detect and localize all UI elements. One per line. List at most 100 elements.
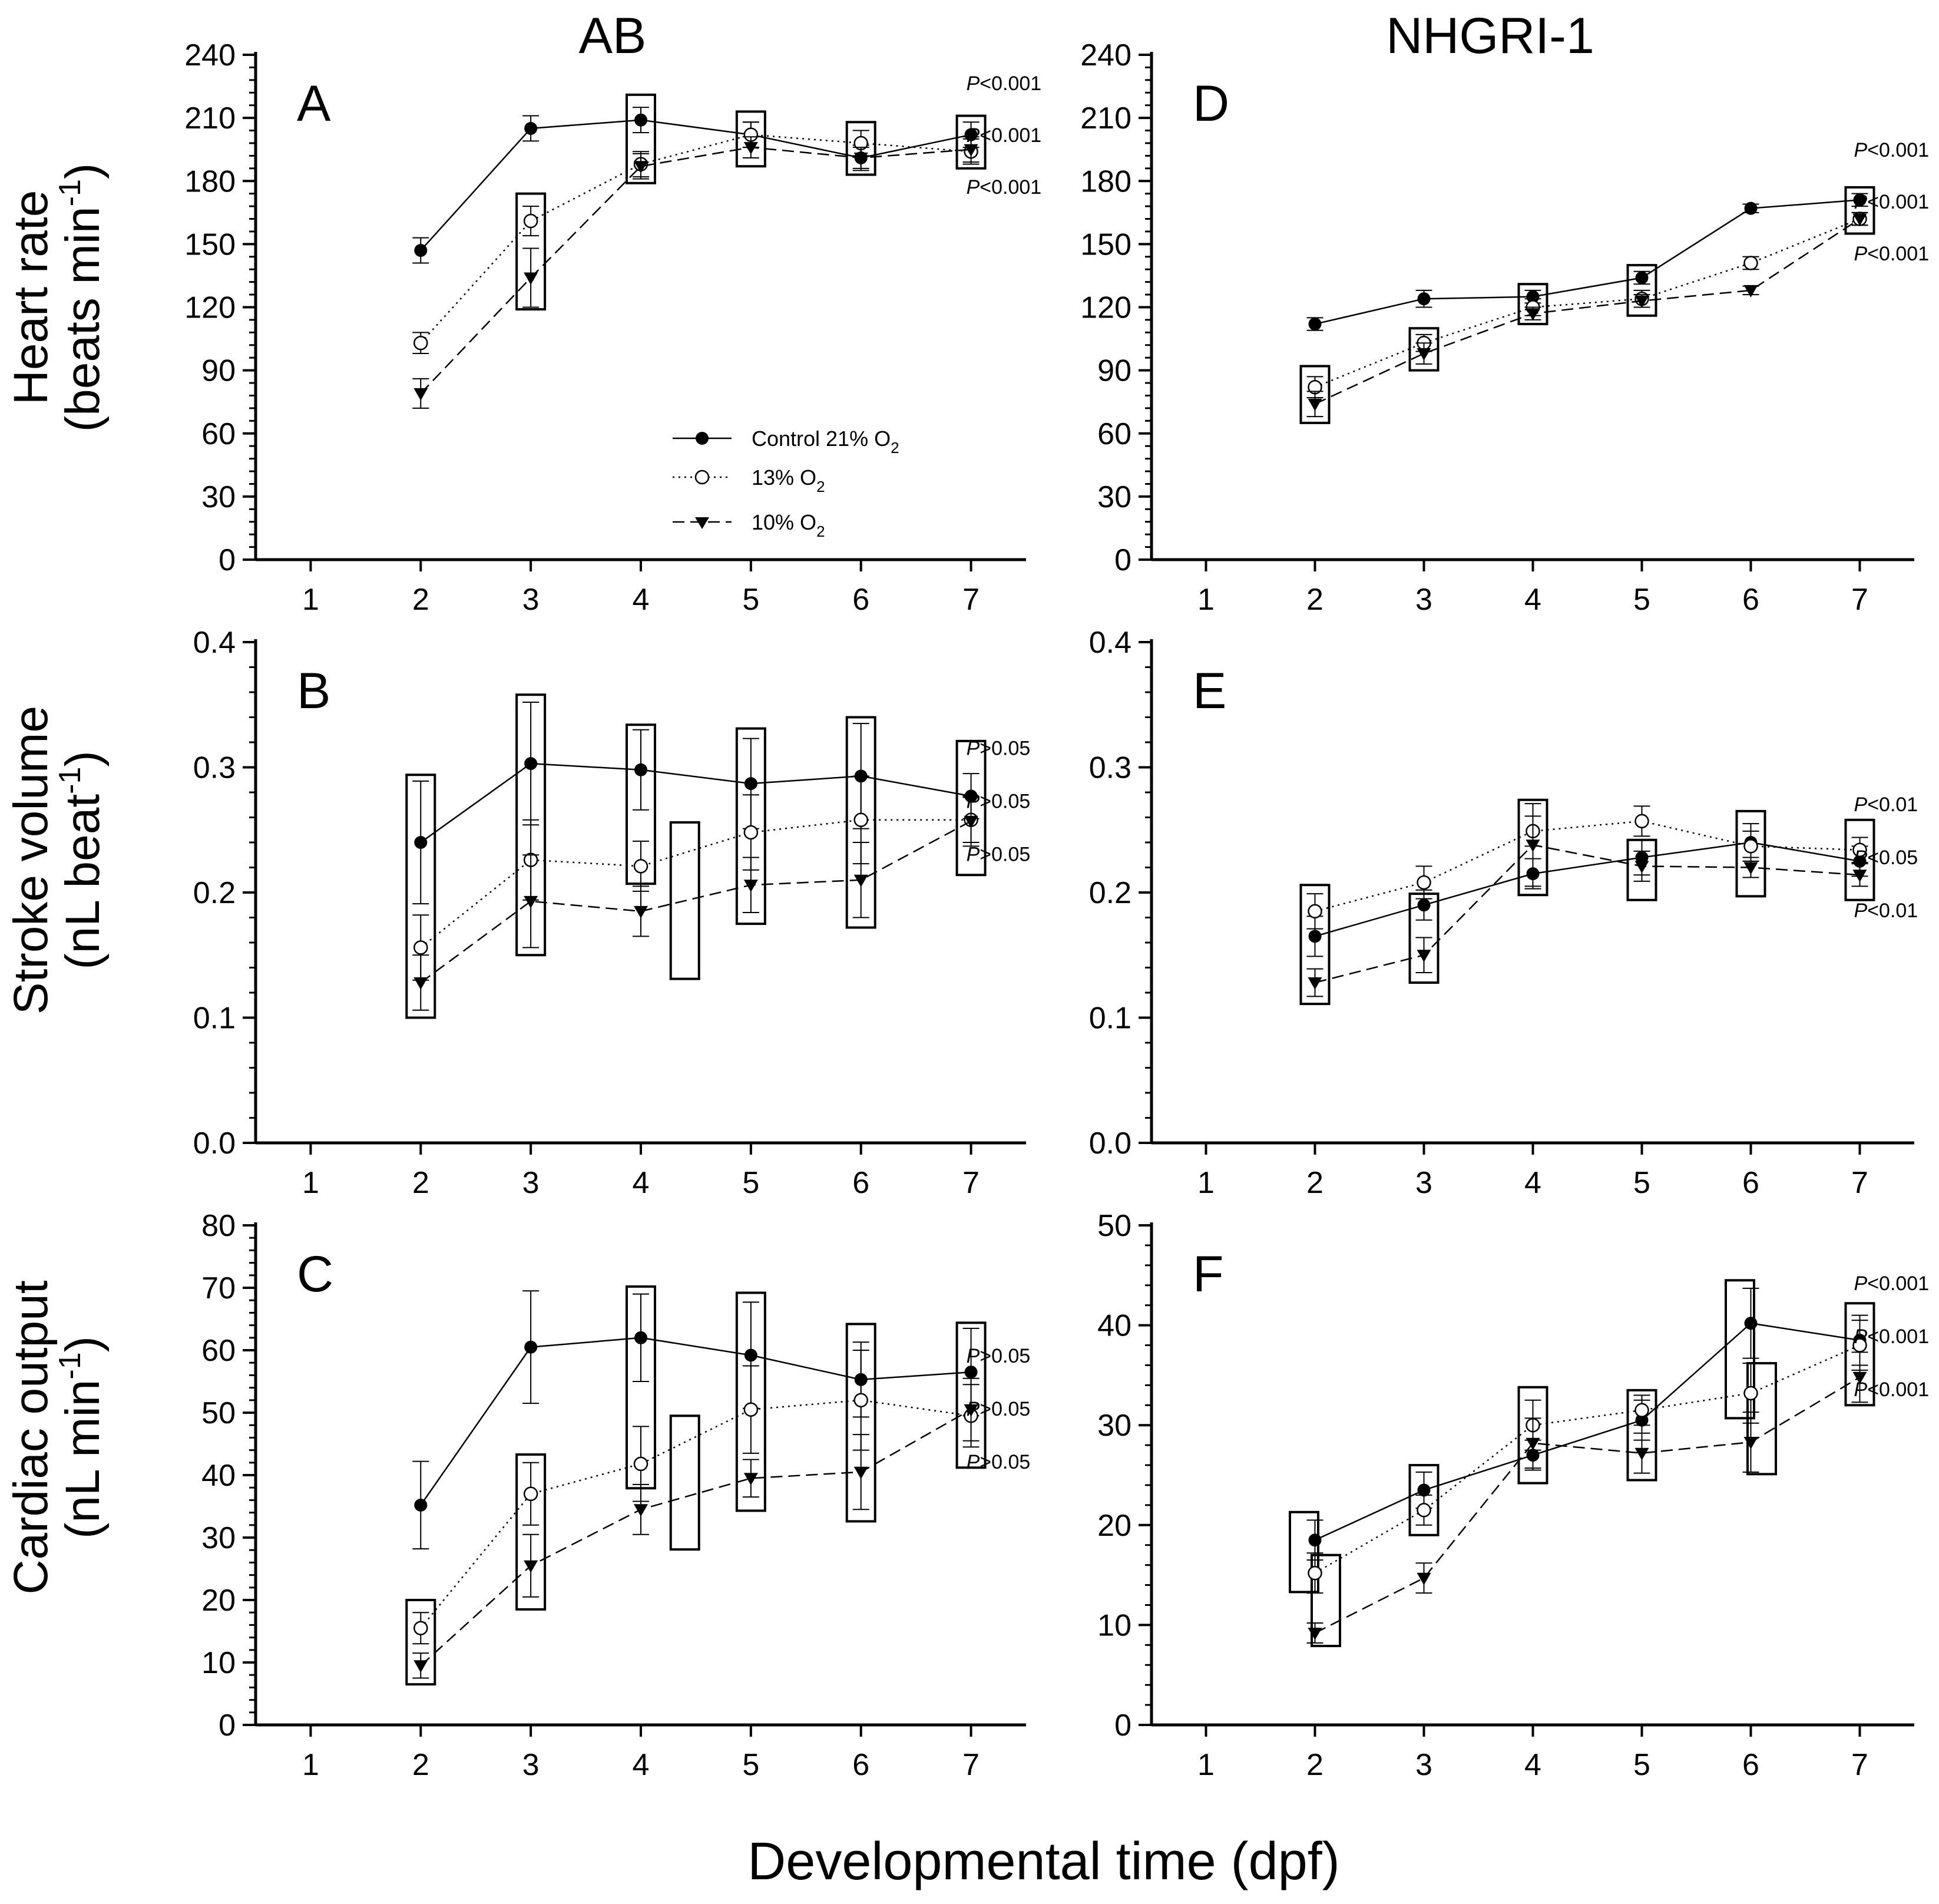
panel-b: 0.0 0.1 0.2 0.3 0.4 1 2 3 4 5 6 7 B P>0.05 P>0.05 P>0.0… <box>193 626 1031 1200</box>
series-line <box>420 762 971 844</box>
data-point <box>634 161 648 174</box>
p-value-label: P<0.001 <box>1854 1379 1930 1401</box>
panel-e: 0.0 0.1 0.2 0.3 0.4 1 2 3 4 5 6 7 E P<0.01 P<0.05 P<0.0… <box>1089 626 1918 1200</box>
y-tick-label: 0.0 <box>1089 1126 1131 1161</box>
data-point <box>1308 930 1322 943</box>
ylabel-heart-rate: Heart rate (beats min-1) <box>4 163 110 432</box>
y-tick-label: 30 <box>201 1521 236 1555</box>
y-tick-label: 210 <box>1080 101 1131 135</box>
x-tick-label: 2 <box>1306 1166 1323 1200</box>
significance-box <box>845 716 876 929</box>
y-tick-label: 240 <box>1080 38 1131 72</box>
series-line <box>420 1337 971 1506</box>
x-tick-label: 1 <box>1197 583 1215 617</box>
data-point <box>1526 290 1540 303</box>
y-tick-label: 240 <box>184 38 236 72</box>
x-tick-label: 7 <box>962 583 980 617</box>
x-tick-label: 1 <box>302 1166 319 1200</box>
significance-box <box>1299 884 1331 1006</box>
series-line <box>420 119 971 251</box>
x-tick-label: 6 <box>852 1748 869 1782</box>
y-tick-label: 40 <box>1097 1309 1131 1343</box>
y-tick-label: 0.2 <box>1089 876 1131 910</box>
x-tick-label: 6 <box>852 583 869 617</box>
data-point <box>634 763 647 776</box>
data-point <box>1526 839 1540 852</box>
p-value-label: P<0.001 <box>967 72 1042 95</box>
p-value-label: P<0.05 <box>1854 847 1918 869</box>
data-point <box>414 244 428 257</box>
x-tick-label: 5 <box>1633 1748 1650 1782</box>
series-line <box>420 819 971 948</box>
x-tick-label: 3 <box>522 1748 540 1782</box>
series-control <box>1306 193 1868 331</box>
x-tick-label: 5 <box>742 583 759 617</box>
data-point <box>1853 193 1867 207</box>
significance-box <box>626 93 656 184</box>
y-tick-label: 60 <box>1097 417 1131 451</box>
significance-box <box>845 121 876 176</box>
data-point <box>1744 201 1758 215</box>
p-value-label: P<0.001 <box>967 124 1042 147</box>
data-point <box>1417 898 1431 912</box>
x-tick-label: 6 <box>1742 1748 1759 1782</box>
data-point <box>1743 839 1758 854</box>
data-point <box>1634 814 1649 829</box>
legend-item-10: 10% O2 <box>673 510 825 540</box>
p-value-label: P<0.001 <box>1854 139 1930 161</box>
data-point <box>744 1348 757 1362</box>
x-tick-label: 2 <box>1306 583 1323 617</box>
ylabel-cardiac-output: Cardiac output (nL min-1) <box>4 1280 110 1595</box>
y-tick-label: 0.1 <box>193 1001 236 1036</box>
series-line <box>1314 1344 1861 1574</box>
data-point <box>413 1660 428 1673</box>
series-line <box>1315 844 1860 984</box>
significance-box <box>1735 809 1766 898</box>
data-point <box>1526 308 1540 321</box>
legend-marker-13 <box>694 470 710 485</box>
series-line <box>420 146 971 394</box>
x-tick-label: 1 <box>1197 1748 1215 1782</box>
series-line <box>420 820 972 984</box>
data-point <box>1743 1386 1758 1401</box>
data-point <box>634 905 648 918</box>
ylabel-cardiac-output-unit: (nL min-1) <box>53 1336 110 1539</box>
y-tick-label: 0.4 <box>193 626 236 660</box>
significance-box <box>1311 1553 1341 1648</box>
y-tick-label: 50 <box>1097 1209 1131 1243</box>
significance-box <box>735 1291 766 1512</box>
series-line <box>1315 841 1860 937</box>
data-point <box>1417 1572 1431 1585</box>
data-point <box>633 859 648 874</box>
y-tick-label: 50 <box>201 1396 236 1430</box>
data-point <box>1634 295 1649 308</box>
p-value-label: P>0.05 <box>967 790 1031 812</box>
y-tick-label: 30 <box>201 480 236 514</box>
x-tick-label: 1 <box>1197 1166 1215 1200</box>
data-point <box>743 1473 758 1486</box>
data-point <box>964 1366 978 1379</box>
panel-f: 0 10 20 30 40 50 1 2 3 4 5 6 7 F P<0.001 P<0.001 P<0.001 <box>1097 1209 1929 1782</box>
series-13pct <box>1306 211 1868 399</box>
series-control <box>412 107 980 264</box>
series-control <box>412 702 980 905</box>
series-13pct <box>412 1350 980 1645</box>
data-point <box>524 1560 538 1573</box>
series-line <box>1314 1376 1861 1634</box>
significance-box <box>1408 1464 1440 1536</box>
data-point <box>1308 1627 1322 1640</box>
data-point <box>1526 1437 1540 1450</box>
legend-label-10: 10% O2 <box>752 510 825 540</box>
panel-d: 0 30 60 90 120 150 180 210 240 1 2 3 4 5 6 7 D P<0.001 P<0… <box>1080 38 1929 617</box>
legend-item-13: 13% O2 <box>673 465 825 495</box>
y-tick-label: 30 <box>1097 480 1131 514</box>
y-tick-label: 90 <box>1097 354 1131 388</box>
y-tick-label: 20 <box>201 1584 236 1618</box>
data-point <box>1852 213 1867 226</box>
data-point <box>1308 977 1322 990</box>
significance-box <box>1517 798 1548 897</box>
y-tick-label: 150 <box>1080 227 1131 262</box>
series-control <box>1306 1287 1868 1561</box>
significance-box <box>405 774 436 1019</box>
series-line <box>1314 218 1861 405</box>
